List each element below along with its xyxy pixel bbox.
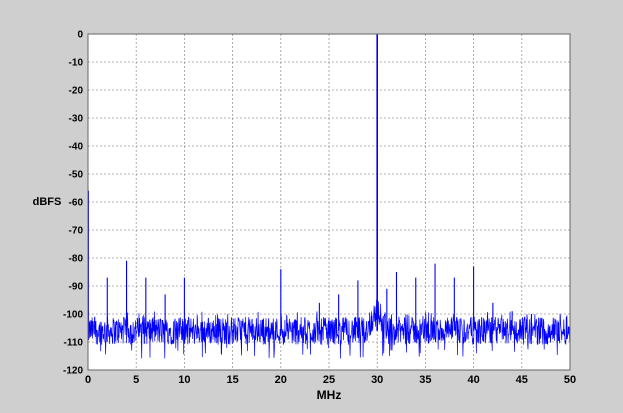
spectrum-trace [87, 297, 571, 359]
x-tick-label: 45 [516, 374, 528, 386]
y-tick-label: 0 [77, 30, 83, 41]
x-tick-label: 30 [371, 374, 383, 386]
y-tick-label: -110 [64, 338, 84, 349]
x-tick-labels: 0 5 10 15 20 25 30 35 40 45 50 [85, 374, 576, 386]
x-tick-label: 5 [133, 374, 139, 386]
noise-floor-trace [87, 297, 571, 359]
x-tick-label: 50 [564, 374, 576, 386]
y-axis-label: dBFS [33, 196, 62, 208]
y-tick-labels: 0 -10 -20 -30 -40 -50 -60 -70 -80 -90 -100 -110 -120 [63, 30, 83, 377]
x-tick-label: 0 [85, 374, 91, 386]
y-tick-label: -20 [69, 86, 84, 97]
x-tick-label: 25 [323, 374, 335, 386]
x-tick-label: 20 [275, 374, 287, 386]
plot-frame [87, 33, 571, 371]
y-tick-label: -100 [63, 310, 83, 321]
x-tick-label: 10 [178, 374, 190, 386]
y-tick-label: -50 [69, 170, 84, 181]
y-tick-label: -90 [69, 282, 84, 293]
y-tick-label: -40 [69, 142, 84, 153]
x-tick-label: 15 [226, 374, 238, 386]
y-tick-label: -60 [69, 198, 84, 209]
y-tick-label: -70 [69, 226, 84, 237]
y-tick-label: -120 [63, 366, 83, 377]
x-tick-label: 35 [419, 374, 431, 386]
y-tick-label: -10 [69, 58, 84, 69]
y-tick-label: -30 [69, 114, 84, 125]
x-axis-label: MHz [317, 388, 342, 402]
x-tick-label: 40 [467, 374, 479, 386]
y-tick-label: -80 [69, 254, 84, 265]
